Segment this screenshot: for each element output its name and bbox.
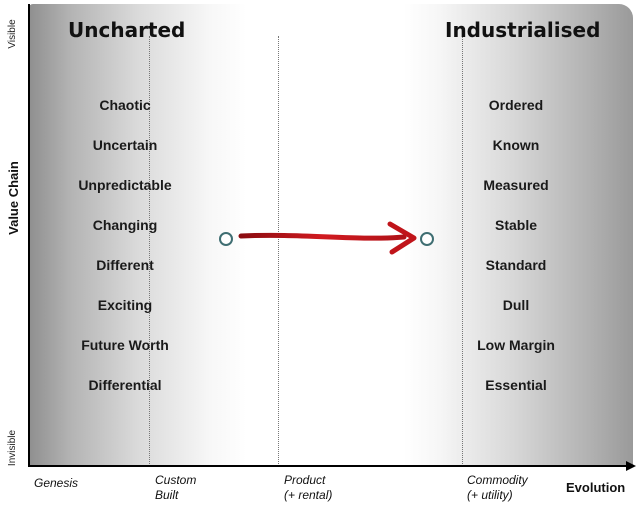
uncharted-trait: Unpredictable [78, 177, 172, 193]
uncharted-trait: Uncertain [92, 137, 158, 153]
x-stage-custom-built: Custom Built [155, 473, 196, 503]
x-stage-custom-line-1: Custom [155, 473, 197, 487]
commodity-divider [462, 36, 463, 466]
y-axis-invisible-label: Invisible [7, 429, 18, 467]
industrialised-trait: Essential [485, 377, 547, 393]
industrialised-trait: Known [492, 137, 540, 153]
industrialised-trait: Stable [494, 217, 537, 233]
x-stage-genesis: Genesis [34, 476, 78, 491]
x-stage-product-line-1: Product [284, 473, 326, 487]
x-stage-commodity-line-2: (+ utility) [467, 488, 513, 502]
x-axis-title: Evolution [566, 480, 626, 495]
y-axis-title: Value Chain [6, 161, 21, 235]
uncharted-trait: Changing [92, 217, 158, 233]
y-axis-visible-label: Visible [7, 19, 18, 49]
uncharted-trait: Differential [88, 377, 162, 393]
uncharted-trait: Chaotic [99, 97, 151, 113]
x-axis-arrowhead [626, 461, 636, 471]
x-stage-commodity: Commodity (+ utility) [467, 473, 528, 503]
product-divider [278, 36, 279, 466]
uncharted-trait: Exciting [97, 297, 153, 313]
uncharted-trait: Future Worth [81, 337, 169, 353]
industrialised-trait: Low Margin [477, 337, 555, 353]
x-stage-product-line-2: (+ rental) [284, 488, 333, 502]
industrialised-characteristics-list: Ordered Known Measured Stable Standard D… [436, 96, 596, 416]
industrialised-trait: Standard [485, 257, 547, 273]
x-stage-genesis-line: Genesis [34, 476, 79, 490]
x-axis-line [28, 465, 628, 467]
custom-built-divider [149, 36, 150, 466]
y-axis-line [28, 4, 30, 466]
industrialised-trait: Dull [502, 297, 530, 313]
industrialised-trait: Measured [483, 177, 549, 193]
uncharted-trait: Different [96, 257, 154, 273]
x-stage-commodity-line-1: Commodity [467, 473, 528, 487]
x-stage-custom-line-2: Built [155, 488, 179, 502]
heading-industrialised: Industrialised [445, 18, 601, 42]
x-stage-product: Product (+ rental) [284, 473, 332, 503]
industrialised-trait: Ordered [488, 97, 544, 113]
heading-uncharted: Uncharted [68, 18, 186, 42]
uncharted-characteristics-list: Chaotic Uncertain Unpredictable Changing… [45, 96, 205, 416]
